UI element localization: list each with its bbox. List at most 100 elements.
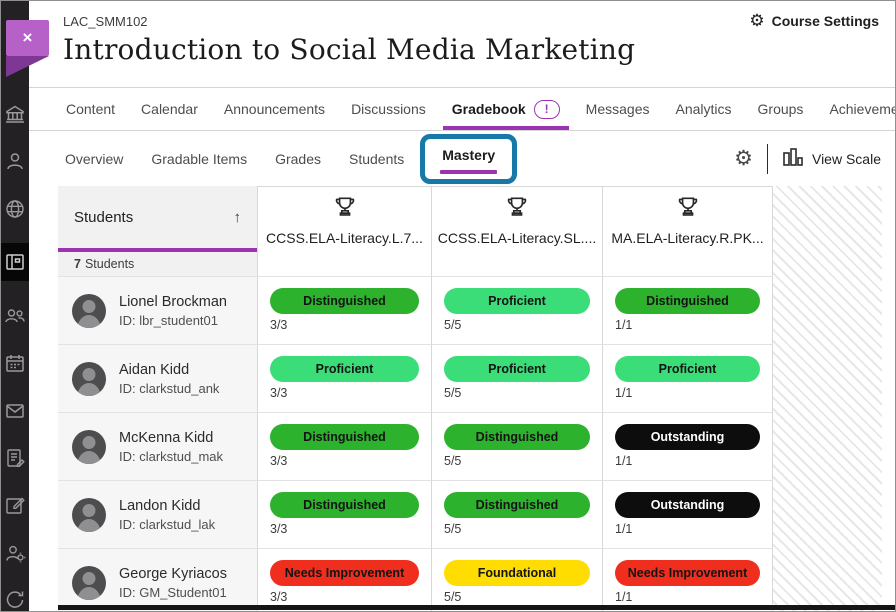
mastery-cell[interactable]: Distinguished 1/1 <box>602 277 773 345</box>
course-settings-button[interactable]: ⚙ Course Settings <box>749 12 879 29</box>
mastery-badge[interactable]: Needs Improvement <box>270 560 419 586</box>
mastery-badge[interactable]: Outstanding <box>615 492 760 518</box>
ribbon-fold <box>6 56 49 77</box>
students-column-header[interactable]: Students ↑ <box>58 186 257 252</box>
calendar-icon <box>4 352 26 374</box>
mastery-badge[interactable]: Proficient <box>270 356 419 382</box>
table-row: Landon Kidd ID: clarkstud_lak Distinguis… <box>58 481 773 549</box>
mastery-badge[interactable]: Proficient <box>444 288 590 314</box>
student-cell[interactable]: Aidan Kidd ID: clarkstud_ank <box>58 345 257 413</box>
people-icon <box>4 305 26 327</box>
subtab-students[interactable]: Students <box>349 150 405 167</box>
close-course-button[interactable]: × <box>6 20 49 77</box>
mastery-badge[interactable]: Distinguished <box>270 288 419 314</box>
student-name: Landon Kidd <box>119 497 201 514</box>
mastery-badge[interactable]: Distinguished <box>615 288 760 314</box>
tab-groups[interactable]: Groups <box>757 101 804 117</box>
bar-chart-icon <box>782 147 804 170</box>
score-fraction: 3/3 <box>270 590 288 604</box>
view-scale-button[interactable]: View Scale <box>782 147 881 170</box>
student-cell[interactable]: Lionel Brockman ID: lbr_student01 <box>58 277 257 345</box>
tab-gradebook[interactable]: Gradebook ! <box>439 88 573 130</box>
sidebar-item-institution[interactable] <box>1 101 29 126</box>
globe-icon <box>4 198 26 220</box>
sidebar-item-calendar[interactable] <box>1 350 29 375</box>
student-name: Lionel Brockman <box>119 293 227 310</box>
sidebar-item-grades[interactable] <box>1 445 29 470</box>
mastery-badge[interactable]: Foundational <box>444 560 590 586</box>
score-fraction: 1/1 <box>615 590 633 604</box>
empty-columns-hatch <box>773 186 882 611</box>
tab-analytics[interactable]: Analytics <box>675 101 732 117</box>
student-name: Aidan Kidd <box>119 361 190 378</box>
mastery-badge[interactable]: Proficient <box>615 356 760 382</box>
mastery-cell[interactable]: Outstanding 1/1 <box>602 413 773 481</box>
trophy-icon <box>504 194 530 223</box>
sidebar-item-sign-out[interactable] <box>1 588 29 611</box>
grid-count-row: 7 Students <box>58 252 773 277</box>
mastery-badge[interactable]: Distinguished <box>444 492 590 518</box>
score-fraction: 1/1 <box>615 522 633 536</box>
mastery-cell[interactable]: Distinguished 3/3 <box>257 413 431 481</box>
sidebar-item-admin[interactable] <box>1 540 29 565</box>
mastery-cell[interactable]: Proficient 5/5 <box>431 345 602 413</box>
mastery-cell[interactable]: Proficient 3/3 <box>257 345 431 413</box>
tab-discussions[interactable]: Discussions <box>351 101 426 117</box>
tab-calendar[interactable]: Calendar <box>141 101 198 117</box>
book-icon <box>4 251 26 273</box>
mastery-cell[interactable]: Foundational 5/5 <box>431 549 602 611</box>
student-id: ID: lbr_student01 <box>119 312 219 328</box>
mastery-cell[interactable]: Needs Improvement 1/1 <box>602 549 773 611</box>
mastery-cell[interactable]: Needs Improvement 3/3 <box>257 549 431 611</box>
gear-icon: ⚙ <box>749 11 765 30</box>
horizontal-scrollbar[interactable] <box>58 605 895 610</box>
mastery-settings-button[interactable]: ⚙ <box>734 148 753 169</box>
mastery-cell[interactable]: Proficient 5/5 <box>431 277 602 345</box>
mastery-cell[interactable]: Distinguished 3/3 <box>257 277 431 345</box>
sidebar-item-assist[interactable] <box>1 493 29 518</box>
sidebar-item-courses[interactable] <box>1 243 29 281</box>
skill-column-header[interactable]: MA.ELA-Literacy.R.PK... <box>602 186 773 252</box>
sidebar-item-profile[interactable] <box>1 148 29 173</box>
mastery-cell[interactable]: Outstanding 1/1 <box>602 481 773 549</box>
gradebook-alert-badge: ! <box>533 99 560 119</box>
mastery-cell[interactable]: Distinguished 5/5 <box>431 481 602 549</box>
mastery-badge[interactable]: Outstanding <box>615 424 760 450</box>
mastery-badge[interactable]: Distinguished <box>270 492 419 518</box>
mastery-badge[interactable]: Distinguished <box>444 424 590 450</box>
avatar <box>72 429 106 464</box>
skill-column-header[interactable]: CCSS.ELA-Literacy.L.7... <box>257 186 431 252</box>
mastery-badge[interactable]: Distinguished <box>270 424 419 450</box>
view-scale-label: View Scale <box>811 150 881 167</box>
document-edit-icon <box>4 447 26 469</box>
mastery-cell[interactable]: Distinguished 3/3 <box>257 481 431 549</box>
tab-content[interactable]: Content <box>66 101 116 117</box>
sidebar-item-messages[interactable] <box>1 398 29 423</box>
sidebar-item-organizations[interactable] <box>1 303 29 328</box>
student-cell[interactable]: McKenna Kidd ID: clarkstud_mak <box>58 413 257 481</box>
table-row: McKenna Kidd ID: clarkstud_mak Distingui… <box>58 413 773 481</box>
subtab-grades[interactable]: Grades <box>275 150 321 167</box>
course-settings-label: Course Settings <box>771 12 879 29</box>
tab-announcements[interactable]: Announcements <box>223 101 326 117</box>
skill-column-header[interactable]: CCSS.ELA-Literacy.SL.... <box>431 186 602 252</box>
close-icon: × <box>22 28 33 47</box>
student-cell[interactable]: Landon Kidd ID: clarkstud_lak <box>58 481 257 549</box>
score-fraction: 5/5 <box>444 318 462 332</box>
mastery-badge[interactable]: Proficient <box>444 356 590 382</box>
subtab-overview[interactable]: Overview <box>65 150 124 167</box>
trophy-icon <box>332 194 358 223</box>
student-name: George Kyriacos <box>119 565 227 582</box>
mastery-cell[interactable]: Distinguished 5/5 <box>431 413 602 481</box>
envelope-icon <box>4 400 26 422</box>
sidebar-item-activity[interactable] <box>1 196 29 221</box>
mastery-cell[interactable]: Proficient 1/1 <box>602 345 773 413</box>
course-tab-bar: Content Calendar Announcements Discussio… <box>29 88 895 131</box>
tab-achievements[interactable]: Achievements <box>829 101 896 117</box>
student-cell[interactable]: George Kyriacos ID: GM_Student01 <box>58 549 257 611</box>
mastery-badge[interactable]: Needs Improvement <box>615 560 760 586</box>
subtab-mastery[interactable]: Mastery <box>420 133 518 184</box>
base-navigation-sidebar <box>1 1 29 611</box>
subtab-gradable-items[interactable]: Gradable Items <box>151 150 248 167</box>
tab-messages[interactable]: Messages <box>585 101 650 117</box>
